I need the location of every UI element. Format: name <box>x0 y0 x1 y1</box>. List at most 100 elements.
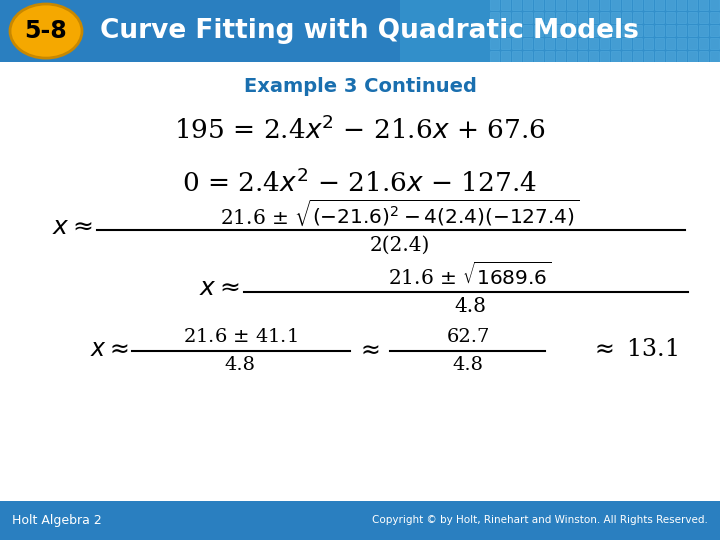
Text: 4.8: 4.8 <box>454 298 486 316</box>
Bar <box>512 51 521 62</box>
Bar <box>501 38 510 49</box>
Bar <box>699 51 708 62</box>
Bar <box>622 25 631 36</box>
Bar <box>611 25 620 36</box>
Bar <box>556 38 565 49</box>
Bar <box>523 12 532 23</box>
Bar <box>501 51 510 62</box>
Bar <box>512 0 521 10</box>
Bar <box>567 25 576 36</box>
Bar <box>567 51 576 62</box>
Bar <box>578 12 587 23</box>
Bar <box>545 38 554 49</box>
Bar <box>512 38 521 49</box>
Bar <box>534 12 543 23</box>
Bar <box>512 25 521 36</box>
Bar <box>655 51 664 62</box>
Bar <box>710 12 719 23</box>
Bar <box>666 12 675 23</box>
Bar <box>622 38 631 49</box>
Bar <box>501 12 510 23</box>
Bar <box>633 12 642 23</box>
Bar <box>578 0 587 10</box>
Bar <box>490 38 499 49</box>
Bar <box>567 0 576 10</box>
Bar <box>490 51 499 62</box>
Bar <box>666 25 675 36</box>
Bar <box>600 12 609 23</box>
Bar <box>622 51 631 62</box>
Text: Copyright © by Holt, Rinehart and Winston. All Rights Reserved.: Copyright © by Holt, Rinehart and Winsto… <box>372 515 708 525</box>
Bar <box>490 25 499 36</box>
Bar <box>545 12 554 23</box>
Bar <box>556 51 565 62</box>
Bar <box>699 12 708 23</box>
Bar <box>589 51 598 62</box>
Bar <box>644 12 653 23</box>
Bar <box>644 38 653 49</box>
Bar <box>611 12 620 23</box>
Bar <box>400 0 720 62</box>
Bar <box>677 51 686 62</box>
Bar <box>644 0 653 10</box>
Ellipse shape <box>10 4 82 58</box>
Bar <box>688 0 697 10</box>
Bar <box>545 51 554 62</box>
Bar <box>677 25 686 36</box>
Text: $\approx$: $\approx$ <box>356 338 380 361</box>
Bar <box>589 38 598 49</box>
Bar <box>545 25 554 36</box>
Bar <box>534 25 543 36</box>
Text: 62.7: 62.7 <box>446 328 490 347</box>
Bar <box>523 51 532 62</box>
Text: Curve Fitting with Quadratic Models: Curve Fitting with Quadratic Models <box>100 18 639 44</box>
Bar <box>545 0 554 10</box>
Bar <box>523 25 532 36</box>
Bar <box>699 25 708 36</box>
Bar <box>501 25 510 36</box>
Bar <box>589 25 598 36</box>
Bar <box>699 0 708 10</box>
Bar <box>666 0 675 10</box>
Bar <box>710 25 719 36</box>
Bar <box>556 12 565 23</box>
Text: 21.6 $\pm$ $\sqrt{1689.6}$: 21.6 $\pm$ $\sqrt{1689.6}$ <box>388 261 552 289</box>
Bar <box>534 51 543 62</box>
Text: 5-8: 5-8 <box>24 19 68 43</box>
Text: 2(2.4): 2(2.4) <box>370 236 430 255</box>
Bar <box>677 12 686 23</box>
Text: Example 3 Continued: Example 3 Continued <box>243 77 477 97</box>
Text: 4.8: 4.8 <box>452 356 484 374</box>
Bar <box>633 38 642 49</box>
Bar <box>611 51 620 62</box>
Bar <box>677 0 686 10</box>
Bar <box>578 38 587 49</box>
Bar <box>490 12 499 23</box>
Text: $x \approx$: $x \approx$ <box>199 277 240 300</box>
Bar <box>611 38 620 49</box>
Bar <box>611 0 620 10</box>
Bar <box>512 12 521 23</box>
Bar <box>567 12 576 23</box>
Bar <box>677 38 686 49</box>
Bar <box>666 38 675 49</box>
Bar <box>633 51 642 62</box>
Bar <box>534 38 543 49</box>
Bar <box>699 38 708 49</box>
Bar <box>523 0 532 10</box>
Bar <box>655 25 664 36</box>
Text: $x \approx$: $x \approx$ <box>89 338 128 361</box>
Bar <box>633 25 642 36</box>
Bar <box>523 38 532 49</box>
Bar <box>644 51 653 62</box>
Text: $x \approx$: $x \approx$ <box>53 216 93 239</box>
Bar <box>622 12 631 23</box>
Bar <box>600 38 609 49</box>
Bar <box>490 0 499 10</box>
Bar <box>534 0 543 10</box>
Bar <box>578 51 587 62</box>
Bar <box>710 51 719 62</box>
Bar <box>666 51 675 62</box>
Bar <box>633 0 642 10</box>
Text: $\approx$ 13.1: $\approx$ 13.1 <box>590 338 678 361</box>
